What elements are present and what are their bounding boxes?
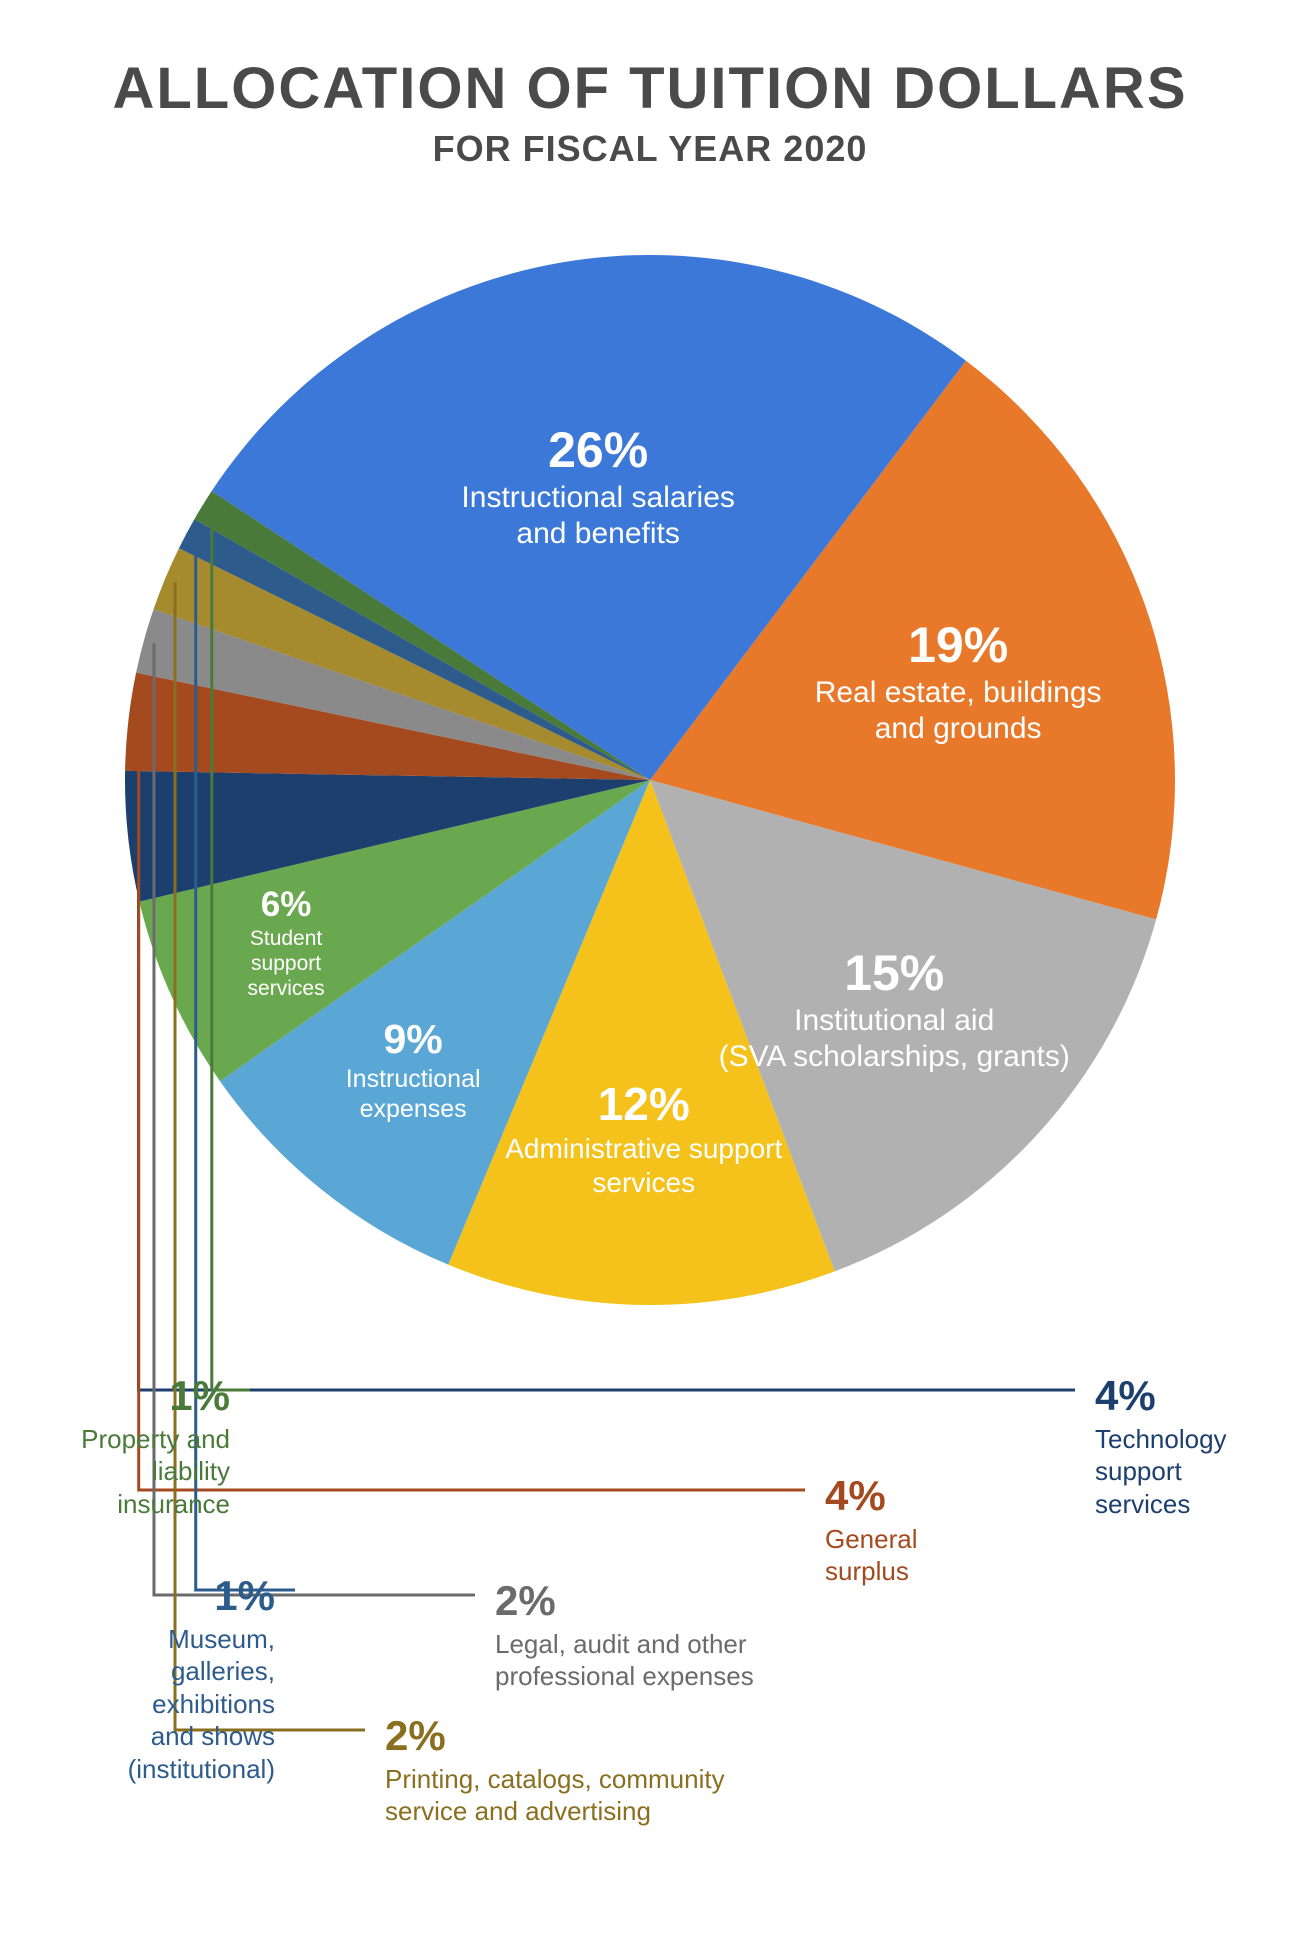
chart-container: ALLOCATION OF TUITION DOLLARS FOR FISCAL… xyxy=(0,0,1300,1950)
ext-label-legal-audit: 2%Legal, audit and otherprofessional exp… xyxy=(495,1575,855,1693)
labels-layer: 19%Real estate, buildingsand grounds 15%I… xyxy=(0,0,1300,1950)
ext-label-museum: 1%Museum,galleries,exhibitionsand shows(… xyxy=(0,1570,275,1785)
ext-label-general-surplus: 4%Generalsurplus xyxy=(825,1470,1185,1588)
slice-label-real-estate: 19%Real estate, buildingsand grounds xyxy=(758,615,1158,747)
slice-label-instr-salaries: 26%Instructional salariesand benefits xyxy=(398,420,798,552)
ext-label-insurance: 1%Property andliabilityinsurance xyxy=(0,1370,230,1520)
slice-label-institutional-aid: 15%Institutional aid(SVA scholarships, g… xyxy=(694,943,1094,1075)
ext-label-printing: 2%Printing, catalogs, communityservice a… xyxy=(385,1710,745,1828)
slice-label-instr-expenses: 9%Instructionalexpenses xyxy=(213,1015,613,1124)
slice-label-student-support: 6%Studentsupportservices xyxy=(86,884,486,1002)
